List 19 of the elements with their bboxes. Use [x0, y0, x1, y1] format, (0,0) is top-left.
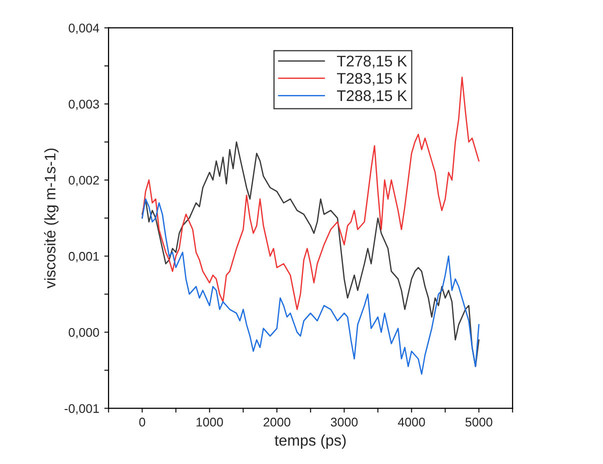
legend-label: T288,15 K: [336, 90, 407, 103]
line-series: [142, 198, 480, 375]
y-tick-label: 0,000: [68, 328, 100, 338]
x-tick-label: 2000: [264, 418, 290, 427]
x-axis-title: temps (ps): [274, 434, 346, 449]
y-tick-label: 0,003: [68, 100, 99, 110]
y-tick-label: 0,004: [68, 24, 100, 34]
y-tick-label: -0,001: [64, 404, 99, 414]
x-tick-label: 5000: [465, 418, 492, 427]
legend-label: T283,15 K: [336, 72, 407, 86]
y-tick-label: 0,002: [68, 176, 99, 186]
line-series: [142, 141, 480, 368]
x-tick-label: 0: [139, 418, 146, 427]
y-axis-title: viscosité (kg m-1s-1): [44, 148, 59, 288]
x-tick-label: 4000: [398, 418, 425, 427]
x-tick-label: 1000: [196, 418, 223, 427]
x-tick-label: 3000: [330, 418, 358, 427]
legend-label: T278,15 K: [336, 56, 407, 68]
y-tick-label: 0,001: [68, 252, 99, 262]
